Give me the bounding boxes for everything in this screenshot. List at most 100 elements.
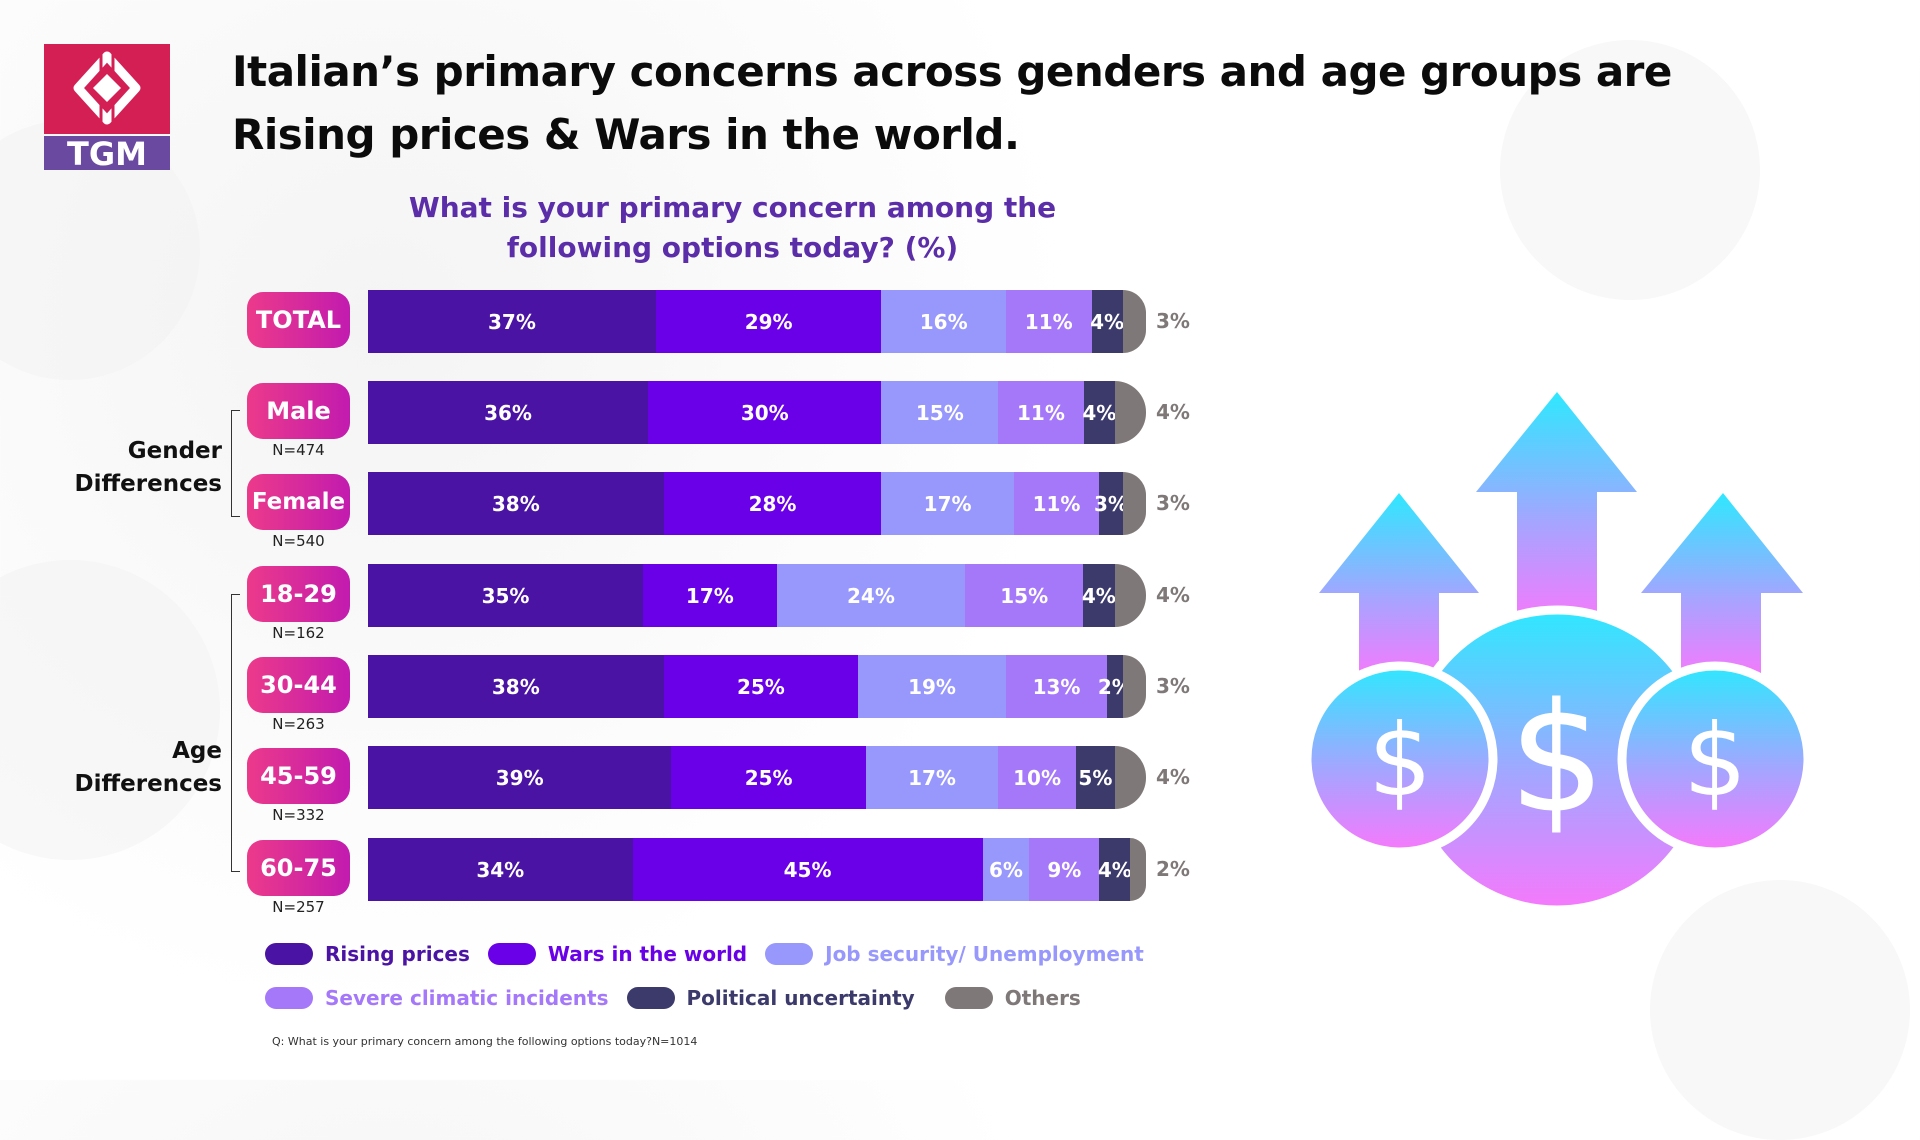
data-label: 11%	[1017, 400, 1065, 425]
bar-segment-others	[1130, 838, 1146, 901]
legend-row-1: Rising prices Wars in the world Job secu…	[265, 942, 1162, 966]
data-label: 25%	[736, 674, 785, 699]
data-label: 11%	[1024, 309, 1073, 334]
row-label-pill: 45-59	[247, 748, 350, 804]
legend-item-wars: Wars in the world	[487, 942, 748, 966]
bar-segment-others	[1122, 290, 1146, 353]
bar-segment-job-security-unemployment: 24%	[776, 564, 966, 627]
row-label-pill: Male	[247, 383, 350, 439]
data-label: 4%	[1097, 857, 1132, 882]
legend-item-climatic: Severe climatic incidents	[265, 986, 609, 1010]
data-label: 30%	[740, 400, 789, 425]
dollar-icon: $	[1368, 702, 1432, 819]
legend-label: Political uncertainty	[686, 986, 915, 1010]
legend-label: Wars in the world	[547, 942, 748, 966]
bar-segment-rising-prices: 38%	[368, 655, 664, 718]
data-label: 4%	[1082, 400, 1117, 425]
left-arrow	[1319, 493, 1479, 680]
data-label-others: 4%	[1156, 765, 1190, 789]
bar-segment-wars-in-the-world: 25%	[663, 655, 859, 718]
row-label-pill: 60-75	[247, 840, 350, 896]
bar-segment-job-security-unemployment: 6%	[982, 838, 1030, 901]
age-bracket	[231, 594, 240, 872]
data-label: 10%	[1013, 765, 1061, 790]
bar-segment-political-uncertainty: 4%	[1082, 381, 1117, 444]
tgm-logo: TGM	[44, 44, 170, 170]
data-label-others: 3%	[1156, 674, 1190, 698]
data-label: 17%	[908, 765, 956, 790]
group-label-line: Differences	[74, 771, 222, 797]
group-label-age: Age Differences	[75, 735, 222, 801]
data-label: 11%	[1032, 491, 1081, 516]
center-arrow	[1476, 392, 1637, 625]
sample-size-label: N=474	[272, 441, 325, 459]
data-label: 24%	[847, 583, 895, 608]
data-label: 15%	[1000, 583, 1049, 608]
legend-item-political: Political uncertainty	[626, 986, 915, 1010]
group-label-line: Gender	[127, 438, 222, 464]
data-label: 38%	[491, 674, 540, 699]
bar-segment-rising-prices: 38%	[368, 472, 664, 535]
background-bubble	[0, 560, 220, 860]
data-label: 5%	[1078, 765, 1113, 790]
legend-swatch	[944, 987, 993, 1009]
data-label: 4%	[1081, 583, 1116, 608]
data-label: 39%	[495, 765, 544, 790]
legend-swatch	[487, 943, 536, 965]
sample-size-label: N=257	[272, 898, 325, 916]
bar-segment-wars-in-the-world: 25%	[671, 746, 866, 809]
bar-segment-severe-climatic-incidents: 9%	[1029, 838, 1100, 901]
data-label: 37%	[487, 309, 536, 334]
legend-label: Others	[1004, 986, 1081, 1010]
data-label: 19%	[908, 674, 956, 699]
bar-segment-others	[1114, 381, 1146, 444]
sample-size-label: N=162	[272, 624, 325, 642]
bar-segment-political-uncertainty: 4%	[1081, 564, 1116, 627]
data-label: 25%	[744, 765, 793, 790]
bar-segment-rising-prices: 34%	[368, 838, 633, 901]
bar-segment-rising-prices: 35%	[368, 564, 644, 627]
bar-segment-wars-in-the-world: 45%	[632, 838, 983, 901]
bar-segment-job-security-unemployment: 17%	[865, 746, 999, 809]
bar-segment-job-security-unemployment: 17%	[881, 472, 1014, 535]
page-title: Italian’s primary concerns across gender…	[232, 40, 1732, 166]
chart-title-line-1: What is your primary concern among the	[408, 191, 1057, 224]
data-label: 17%	[923, 491, 972, 516]
footnote: Q: What is your primary concern among th…	[272, 1035, 698, 1048]
bar-segment-political-uncertainty: 2%	[1098, 655, 1132, 718]
row-label-pill: Female	[247, 474, 350, 530]
data-label: 13%	[1032, 674, 1081, 699]
legend-swatch	[626, 987, 675, 1009]
group-label-line: Differences	[74, 471, 222, 497]
bar-segment-job-security-unemployment: 19%	[858, 655, 1006, 718]
legend-swatch	[265, 987, 313, 1009]
bar-segment-severe-climatic-incidents: 15%	[965, 564, 1084, 627]
group-label-gender: Gender Differences	[75, 435, 222, 501]
data-label: 6%	[988, 857, 1023, 882]
bar-segment-others	[1122, 655, 1146, 718]
data-label: 15%	[915, 400, 964, 425]
bar-segment-others	[1114, 746, 1146, 809]
legend-label: Severe climatic incidents	[325, 986, 609, 1010]
bar-segment-job-security-unemployment: 15%	[881, 381, 999, 444]
bar-segment-rising-prices: 39%	[368, 746, 672, 809]
bar-segment-job-security-unemployment: 16%	[881, 290, 1006, 353]
chart-title-line-2: following options today? (%)	[506, 231, 959, 264]
data-label-others: 2%	[1156, 857, 1190, 881]
sample-size-label: N=263	[272, 715, 325, 733]
background-bubble	[1500, 40, 1760, 300]
data-label-others: 4%	[1156, 583, 1190, 607]
bar-segment-rising-prices: 37%	[368, 290, 656, 353]
data-label: 35%	[481, 583, 530, 608]
legend-swatch	[765, 943, 814, 965]
data-label: 4%	[1090, 309, 1125, 334]
bar-segment-others	[1122, 472, 1146, 535]
row-label-pill: TOTAL	[247, 292, 350, 348]
dollar-icon: $	[1683, 702, 1747, 819]
bar-segment-wars-in-the-world: 17%	[643, 564, 777, 627]
bar-segment-severe-climatic-incidents: 13%	[1005, 655, 1108, 718]
legend-item-others: Others	[944, 986, 1081, 1010]
legend-item-rising-prices: Rising prices	[265, 942, 470, 966]
bar-segment-political-uncertainty: 3%	[1094, 472, 1128, 535]
data-label: 17%	[685, 583, 734, 608]
